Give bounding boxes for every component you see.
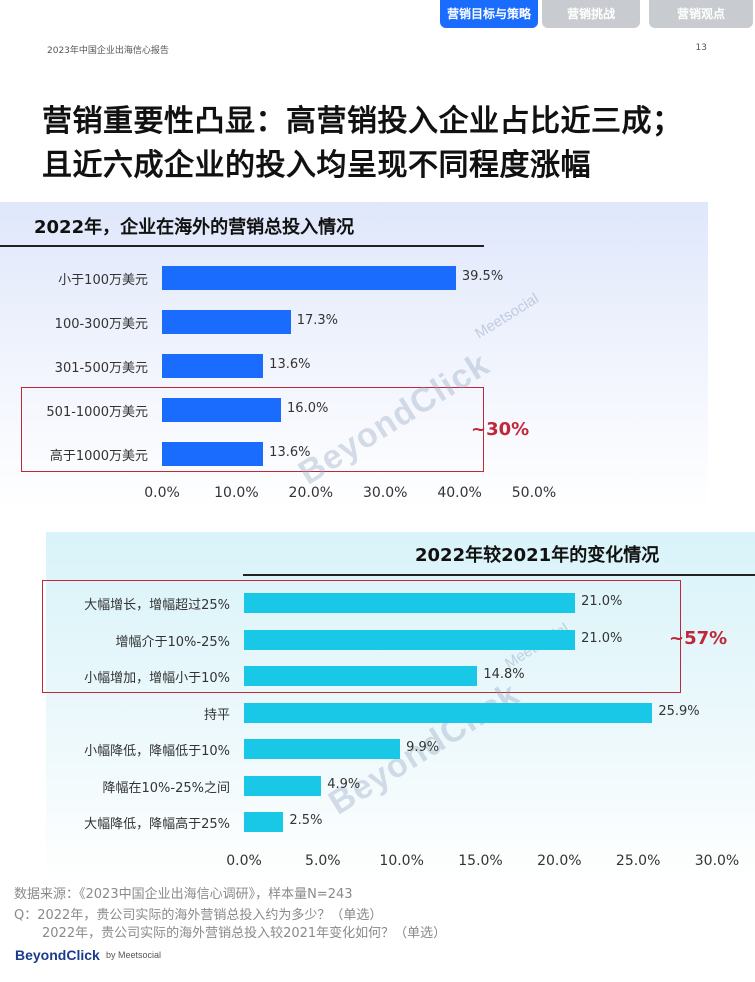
chart-2-x-tick: 15.0% <box>458 853 503 869</box>
chart-2-category-label: 大幅降低，降幅高于25% <box>84 817 230 832</box>
page-number: 13 <box>695 43 707 53</box>
chart-2-bar <box>244 812 284 832</box>
data-source-note: 数据来源：《2023中国企业出海信心调研》，样本量N=243 <box>14 887 353 902</box>
chart-2-bar <box>244 702 653 723</box>
chart-2-value-label: 2.5% <box>289 813 323 828</box>
chart-1-category-label: 301-500万美元 <box>54 361 148 376</box>
chart-2-x-tick: 25.0% <box>615 853 661 869</box>
chart-1-title: 2022年，企业在海外的营销总投入情况 <box>34 217 355 238</box>
chart-2-x-tick: 10.0% <box>379 853 424 869</box>
chart-1-title-rule <box>0 245 484 247</box>
chart-2-value-label: 14.8% <box>483 667 525 682</box>
chart-2-value-label: 25.9% <box>658 703 700 719</box>
chart-1-bar <box>162 442 264 466</box>
chart-2-value-label: 21.0% <box>581 594 623 609</box>
title-line-1: 营销重要性凸显：高营销投入企业占比近三成； <box>42 104 683 139</box>
chart-2-title-rule <box>243 574 755 576</box>
chart-1-x-tick: 0.0% <box>144 485 180 501</box>
chart-1-bar <box>162 310 291 334</box>
chart-1-category-label: 高于1000万美元 <box>49 449 148 464</box>
chart-2-bar <box>244 629 576 650</box>
chart-2-value-label: 4.9% <box>327 776 361 792</box>
chart-1-annotation: ~30% <box>471 419 530 440</box>
chart-2-value-label: 21.0% <box>581 630 623 646</box>
chart-1-category-label: 100-300万美元 <box>54 317 148 332</box>
chart-2-x-tick: 0.0% <box>226 853 262 869</box>
chart-2-category-label: 持平 <box>203 707 230 723</box>
chart-2-x-tick: 5.0% <box>305 853 341 869</box>
chart-1-value-label: 13.6% <box>269 357 311 372</box>
chart-2-category-label: 小幅增加，增幅小于10% <box>84 671 230 686</box>
chart-1-x-tick: 40.0% <box>437 485 482 501</box>
chart-1-x-tick: 30.0% <box>362 485 408 501</box>
chart-2-x-tick: 30.0% <box>694 853 740 869</box>
chart-1-x-tick: 50.0% <box>511 485 557 501</box>
section-tabs: 营销目标与策略 营销挑战 营销观点 <box>435 0 755 28</box>
tab-marketing-goals[interactable]: 营销目标与策略 <box>440 0 538 28</box>
chart-1-panel <box>0 202 708 510</box>
title-line-2: 且近六成企业的投入均呈现不同程度涨幅 <box>42 148 591 183</box>
chart-2-title: 2022年较2021年的变化情况 <box>415 545 660 566</box>
brand-logo: BeyondClick <box>15 947 100 963</box>
tab-marketing-views[interactable]: 营销观点 <box>649 0 753 28</box>
chart-2-category-label: 大幅增长，增幅超过25% <box>84 598 230 613</box>
chart-1-bar <box>162 266 456 290</box>
chart-1-bar <box>162 354 264 378</box>
chart-1-value-label: 39.5% <box>461 269 504 284</box>
question-2-note: 2022年，贵公司实际的海外营销总投入较2021年变化如何？（单选） <box>42 926 447 941</box>
chart-2-bar <box>244 739 401 759</box>
chart-1-category-label: 小于100万美元 <box>58 273 148 288</box>
page-title: 营销重要性凸显：高营销投入企业占比近三成； 且近六成企业的投入均呈现不同程度涨幅 <box>42 100 732 188</box>
chart-2-highlight-box <box>42 580 681 693</box>
chart-2-value-label: 9.9% <box>406 740 440 755</box>
chart-1-x-tick: 20.0% <box>288 485 334 501</box>
chart-1-bar <box>162 398 282 422</box>
chart-2-category-label: 小幅降低，降幅低于10% <box>84 744 230 759</box>
chart-2-category-label: 增幅介于10%-25% <box>115 634 230 650</box>
chart-1-value-label: 13.6% <box>269 445 311 460</box>
chart-2-bar <box>244 775 322 796</box>
chart-1-value-label: 17.3% <box>296 313 339 328</box>
chart-2-x-tick: 20.0% <box>537 853 582 869</box>
tab-marketing-challenges[interactable]: 营销挑战 <box>542 0 640 28</box>
chart-2-annotation: ~57% <box>669 628 728 649</box>
chart-1-category-label: 501-1000万美元 <box>46 405 148 420</box>
question-1-note: Q：2022年，贵公司实际的海外营销总投入约为多少？（单选） <box>14 908 383 923</box>
chart-1-value-label: 16.0% <box>287 401 329 416</box>
chart-1-highlight-box <box>21 387 484 472</box>
chart-2-category-label: 降幅在10%-25%之间 <box>102 780 230 796</box>
partner-logo: by Meetsocial <box>106 950 162 960</box>
chart-1-x-tick: 10.0% <box>214 485 259 501</box>
chart-2-bar <box>244 593 576 613</box>
report-name: 2023年中国企业出海信心报告 <box>47 46 169 56</box>
chart-2-bar <box>244 666 478 686</box>
